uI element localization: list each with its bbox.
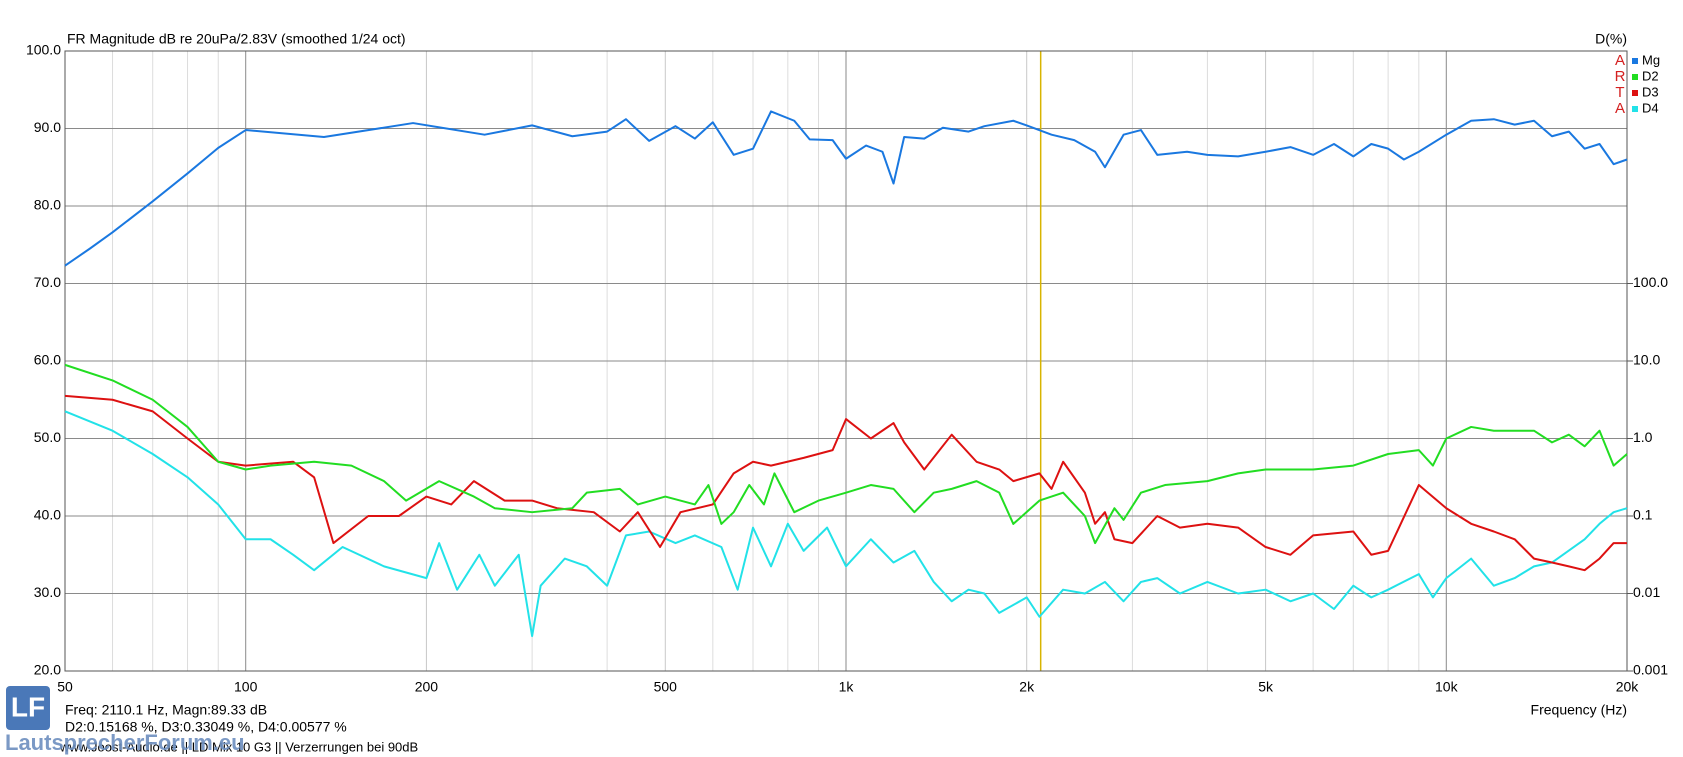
series-line	[64, 363, 1628, 545]
y-tick-label: 90.0	[34, 119, 61, 135]
x-tick-label: 100	[234, 679, 258, 695]
y-tick-label: 30.0	[34, 584, 61, 600]
legend-swatch	[1632, 90, 1638, 96]
legend-label: D4	[1642, 100, 1659, 115]
x-axis-label: Frequency (Hz)	[1531, 702, 1627, 718]
legend-swatch	[1632, 106, 1638, 112]
series-line	[64, 410, 1628, 638]
y2-tick-label: 100.0	[1633, 274, 1668, 290]
logo-text: LautsprecherForum.eu	[5, 730, 245, 755]
logo-mark: LF	[11, 691, 45, 722]
y2-title: D(%)	[1595, 31, 1627, 47]
chart-title: FR Magnitude dB re 20uPa/2.83V (smoothed…	[67, 31, 406, 47]
y2-tick-label: 10.0	[1633, 352, 1660, 368]
x-tick-label: 1k	[839, 679, 855, 695]
footer: www.Joost-Audio.de || LD Mix 10 G3 || Ve…	[59, 739, 418, 754]
brand-letter: R	[1615, 68, 1626, 85]
series-line	[64, 394, 1627, 572]
labels: 50 100 200 500 1k 2k 5k 10k 20k 20.0 30.0 40.0 50.0 6…	[26, 42, 1668, 695]
logo-box	[6, 686, 50, 730]
y2-tick-label: 0.001	[1633, 662, 1668, 678]
x-tick-label: 50	[57, 679, 73, 695]
x-tick-label: 500	[654, 679, 678, 695]
x-tick-label: 20k	[1616, 679, 1640, 695]
curves	[64, 110, 1628, 638]
x-tick-label: 5k	[1258, 679, 1274, 695]
legend-swatch	[1632, 74, 1638, 80]
x-tick-label: 10k	[1435, 679, 1459, 695]
x-tick-label: 200	[415, 679, 439, 695]
legend-swatch	[1632, 58, 1638, 64]
y-tick-label: 100.0	[26, 42, 61, 58]
y-tick-label: 70.0	[34, 274, 61, 290]
series-line	[64, 110, 1628, 267]
cursor-readout: D2:0.15168 %, D3:0.33049 %, D4:0.00577 %	[65, 719, 347, 735]
y-tick-label: 50.0	[34, 429, 61, 445]
brand-letter: A	[1615, 52, 1625, 69]
x-tick-label: 2k	[1019, 679, 1035, 695]
legend-label: D2	[1642, 68, 1659, 83]
y-tick-label: 20.0	[34, 662, 61, 678]
brand-letter: A	[1615, 100, 1625, 117]
y2-tick-label: 0.01	[1633, 584, 1660, 600]
y-tick-label: 80.0	[34, 197, 61, 213]
plot-frame	[64, 50, 1628, 672]
y2-tick-label: 0.1	[1633, 507, 1653, 523]
y-tick-label: 40.0	[34, 507, 61, 523]
legend-label: D3	[1642, 84, 1659, 99]
legend-label: Mg	[1642, 52, 1660, 67]
brand-letter: T	[1615, 84, 1624, 101]
cursor-readout: Freq: 2110.1 Hz, Magn:89.33 dB	[65, 702, 267, 718]
y-tick-label: 60.0	[34, 352, 61, 368]
y2-tick-label: 1.0	[1633, 429, 1653, 445]
